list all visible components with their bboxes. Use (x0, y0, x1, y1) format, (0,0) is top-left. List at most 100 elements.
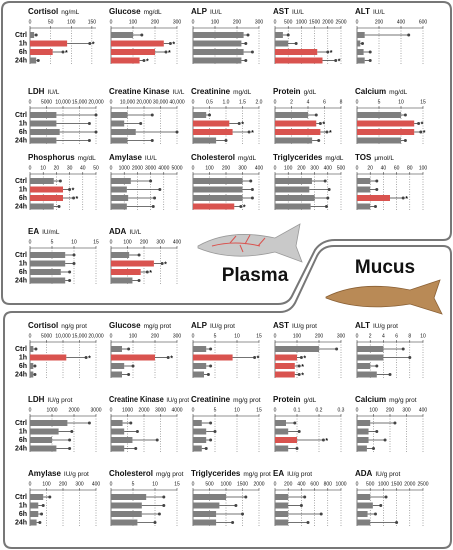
error-cap (253, 356, 257, 359)
error-cap (209, 438, 213, 442)
x-tick-label: 10 (71, 239, 77, 245)
error-cap (88, 42, 92, 45)
x-tick-label: 1000 (122, 407, 133, 413)
category-label: 1h (19, 502, 27, 509)
unit-text: IU/g prot (287, 471, 312, 478)
panel-title: AST IU/g prot (273, 321, 317, 330)
unit-text: IU/mL (42, 229, 60, 236)
bar (30, 49, 53, 55)
significance: * (405, 196, 408, 203)
x-tick-label: 3000 (155, 407, 166, 413)
x-tick-label: 0 (192, 481, 195, 487)
unit-text: IU/L (129, 229, 141, 236)
x-tick-label: 500 (337, 165, 346, 171)
unit-text: IU/g prot (47, 397, 72, 404)
error-cap (319, 512, 323, 516)
x-tick-label: 400 (397, 19, 406, 25)
significance: * (76, 196, 79, 203)
x-tick-label: 100 (129, 19, 138, 25)
error-cap (314, 113, 318, 117)
x-tick-label: 20 (54, 165, 60, 171)
x-tick-label: 300 (156, 239, 165, 245)
bar (30, 354, 67, 361)
error-cap (127, 373, 131, 376)
error-cap (145, 270, 149, 274)
x-tick-label: 400 (173, 239, 182, 245)
error-cap (72, 262, 76, 265)
title-text: Protein (273, 395, 301, 404)
x-tick-label: 0 (29, 99, 32, 105)
x-tick-label: 6 (323, 99, 326, 105)
error-cap (139, 122, 143, 125)
unit-text: mg/dL (238, 155, 256, 162)
bar (275, 137, 313, 144)
error-cap (234, 504, 238, 507)
title-text: Amylase (28, 469, 61, 478)
bar (357, 120, 415, 127)
bar (193, 49, 244, 55)
panel-title: Creatine Kinase IU/L (109, 87, 185, 96)
bar (275, 112, 308, 118)
bar (111, 420, 123, 426)
title-text: LDH (28, 395, 45, 404)
bar (193, 420, 202, 426)
bar (193, 354, 233, 361)
error-cap (150, 139, 154, 142)
x-tick-label: 0 (274, 99, 277, 105)
unit-text: IU/g prot (375, 471, 400, 478)
x-tick-label: 600 (419, 19, 428, 25)
error-cap (250, 196, 254, 200)
title-text: ALP (191, 7, 208, 16)
error-cap (94, 130, 98, 134)
bar (30, 363, 34, 369)
x-tick-label: 0 (110, 333, 113, 339)
x-tick-label: 200 (222, 165, 231, 171)
title-text: Creatinine (191, 87, 231, 96)
error-cap (57, 205, 61, 208)
bar (30, 519, 37, 526)
bar (357, 445, 367, 452)
x-tick-label: 2 (369, 333, 372, 339)
error-cap (297, 364, 301, 368)
significance: * (421, 121, 424, 128)
bar (111, 252, 130, 258)
title-text: Triglycerides (273, 153, 323, 162)
x-tick-label: 400 (297, 481, 306, 487)
error-cap (40, 512, 44, 516)
error-cap (403, 139, 407, 142)
significance: * (251, 130, 254, 137)
category-label: Ctrl (15, 178, 27, 185)
bar (357, 519, 371, 526)
bar (193, 346, 207, 352)
panel-title: ALP IU/g prot (191, 321, 235, 330)
x-tick-label: 15 (174, 481, 180, 487)
panel-title: ALP IU/L (191, 7, 222, 16)
x-tick-label: 150 (88, 19, 97, 25)
significance: * (423, 130, 426, 137)
title-text: Creatine Kinase (109, 395, 164, 404)
x-tick-label: 2000 (68, 407, 79, 413)
category-label: 24h (15, 203, 27, 210)
bar (357, 186, 371, 193)
error-cap (384, 495, 388, 499)
panel-title: Calcium mg/dL (355, 87, 408, 96)
bar (275, 32, 283, 38)
significance: * (301, 372, 304, 379)
error-cap (158, 188, 162, 191)
error-cap (326, 196, 330, 200)
error-cap (299, 356, 303, 359)
mucus-frame (3, 245, 452, 549)
bar (357, 137, 401, 144)
x-tick-label: 300 (173, 333, 182, 339)
error-cap (388, 373, 392, 376)
title-text: Cortisol (28, 7, 58, 16)
significance: * (170, 355, 173, 362)
error-cap (375, 188, 379, 191)
bar (275, 354, 297, 361)
bar (111, 494, 147, 500)
panel-title: LDH IU/g prot (28, 395, 73, 404)
x-tick-label: 2500 (335, 19, 346, 25)
error-cap (162, 504, 166, 507)
error-cap (209, 347, 213, 351)
x-tick-label: 200 (140, 239, 149, 245)
